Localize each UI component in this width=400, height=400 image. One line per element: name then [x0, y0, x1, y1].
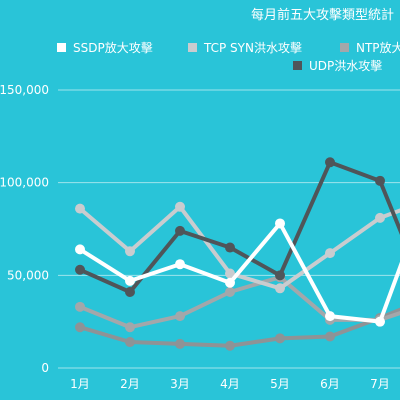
- series-line: [78, 221, 400, 324]
- data-point: [225, 268, 235, 279]
- y-tick-label: 50,000: [7, 268, 49, 282]
- x-tick-label: 5月: [270, 377, 290, 391]
- plot-area: [75, 157, 400, 351]
- legend-item-udp: UDP洪水攻擊: [293, 58, 382, 73]
- x-tick-label: 1月: [70, 377, 90, 391]
- series-1: [75, 201, 400, 294]
- y-axis-ticks: 0 50,000 100,000 150,000: [0, 83, 49, 375]
- data-point: [175, 201, 185, 212]
- data-point: [125, 322, 135, 333]
- legend-swatch-ssdp: [57, 43, 66, 52]
- data-point: [225, 287, 235, 298]
- x-tick-label: 3月: [170, 377, 190, 391]
- data-point: [275, 218, 285, 229]
- data-point: [375, 316, 385, 327]
- legend-item-ssdp: SSDP放大攻擊: [57, 40, 153, 55]
- data-point: [225, 277, 235, 288]
- series-3: [75, 157, 400, 298]
- data-point: [75, 301, 85, 312]
- legend-label-ssdp: SSDP放大攻擊: [73, 40, 153, 55]
- x-tick-label: 2月: [120, 377, 140, 391]
- x-axis-ticks: 1月2月3月4月5月6月7月8月: [70, 377, 390, 391]
- data-point: [225, 242, 235, 253]
- data-point: [325, 331, 335, 342]
- series-0: [75, 218, 400, 327]
- data-point: [75, 244, 85, 255]
- data-point: [125, 287, 135, 298]
- data-point: [175, 338, 185, 349]
- data-point: [175, 311, 185, 322]
- x-tick-label: 7月: [370, 377, 390, 391]
- data-point: [175, 259, 185, 270]
- y-tick-label: 0: [41, 361, 49, 375]
- data-point: [325, 248, 335, 259]
- series-line: [78, 204, 400, 291]
- data-point: [275, 333, 285, 344]
- data-point: [325, 157, 335, 168]
- data-point: [225, 340, 235, 351]
- data-point: [75, 264, 85, 275]
- legend: SSDP放大攻擊 TCP SYN洪水攻擊 NTP放大攻擊 UDP洪水攻擊: [57, 40, 400, 73]
- legend-label-ntp: NTP放大攻擊: [356, 40, 400, 55]
- data-point: [125, 337, 135, 348]
- data-point: [75, 203, 85, 214]
- legend-label-udp: UDP洪水攻擊: [309, 58, 382, 73]
- data-point: [125, 246, 135, 257]
- data-point: [375, 212, 385, 223]
- data-point: [375, 175, 385, 186]
- data-point: [325, 311, 335, 322]
- data-point: [275, 283, 285, 294]
- legend-item-ntp: NTP放大攻擊: [340, 40, 400, 55]
- series-line: [78, 160, 400, 295]
- data-point: [75, 322, 85, 333]
- series-2: [75, 272, 400, 333]
- legend-swatch-ntp: [340, 43, 349, 52]
- x-tick-label: 6月: [320, 377, 340, 391]
- data-point: [125, 275, 135, 286]
- data-point: [175, 225, 185, 236]
- legend-label-tcp-syn: TCP SYN洪水攻擊: [203, 40, 302, 55]
- gridlines: [58, 89, 400, 369]
- legend-swatch-udp: [293, 61, 302, 70]
- y-tick-label: 150,000: [0, 83, 49, 97]
- legend-swatch-tcp-syn: [188, 43, 197, 52]
- legend-item-tcp-syn: TCP SYN洪水攻擊: [188, 40, 302, 55]
- x-tick-label: 4月: [220, 377, 240, 391]
- chart-title: 每月前五大攻擊類型統計: [251, 7, 394, 23]
- data-point: [275, 270, 285, 281]
- y-tick-label: 100,000: [0, 176, 49, 190]
